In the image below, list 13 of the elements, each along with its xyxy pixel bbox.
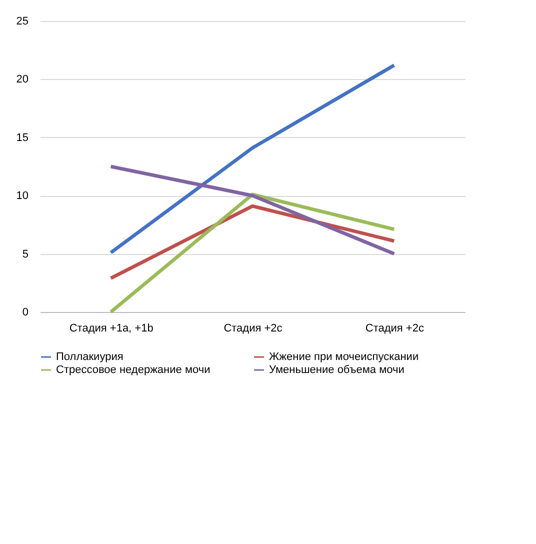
- x-tick-label: Стадия +1a, +1b: [69, 322, 154, 334]
- y-tick-label: 10: [16, 190, 28, 202]
- y-tick-label: 25: [16, 16, 28, 28]
- y-tick-label: 5: [22, 248, 28, 260]
- legend-label: Жжение при мочеиспускании: [269, 351, 419, 363]
- legend-label: Поллакиурия: [56, 351, 124, 363]
- legend-label: Уменьшение объема мочи: [269, 364, 404, 376]
- y-tick-label: 0: [22, 306, 28, 318]
- x-tick-label: Стадия +2c: [365, 322, 424, 334]
- x-tick-label: Стадия +2c: [224, 322, 283, 334]
- y-tick-label: 20: [16, 74, 28, 86]
- y-tick-label: 15: [16, 132, 28, 144]
- legend-label: Стрессовое недержание мочи: [56, 364, 210, 376]
